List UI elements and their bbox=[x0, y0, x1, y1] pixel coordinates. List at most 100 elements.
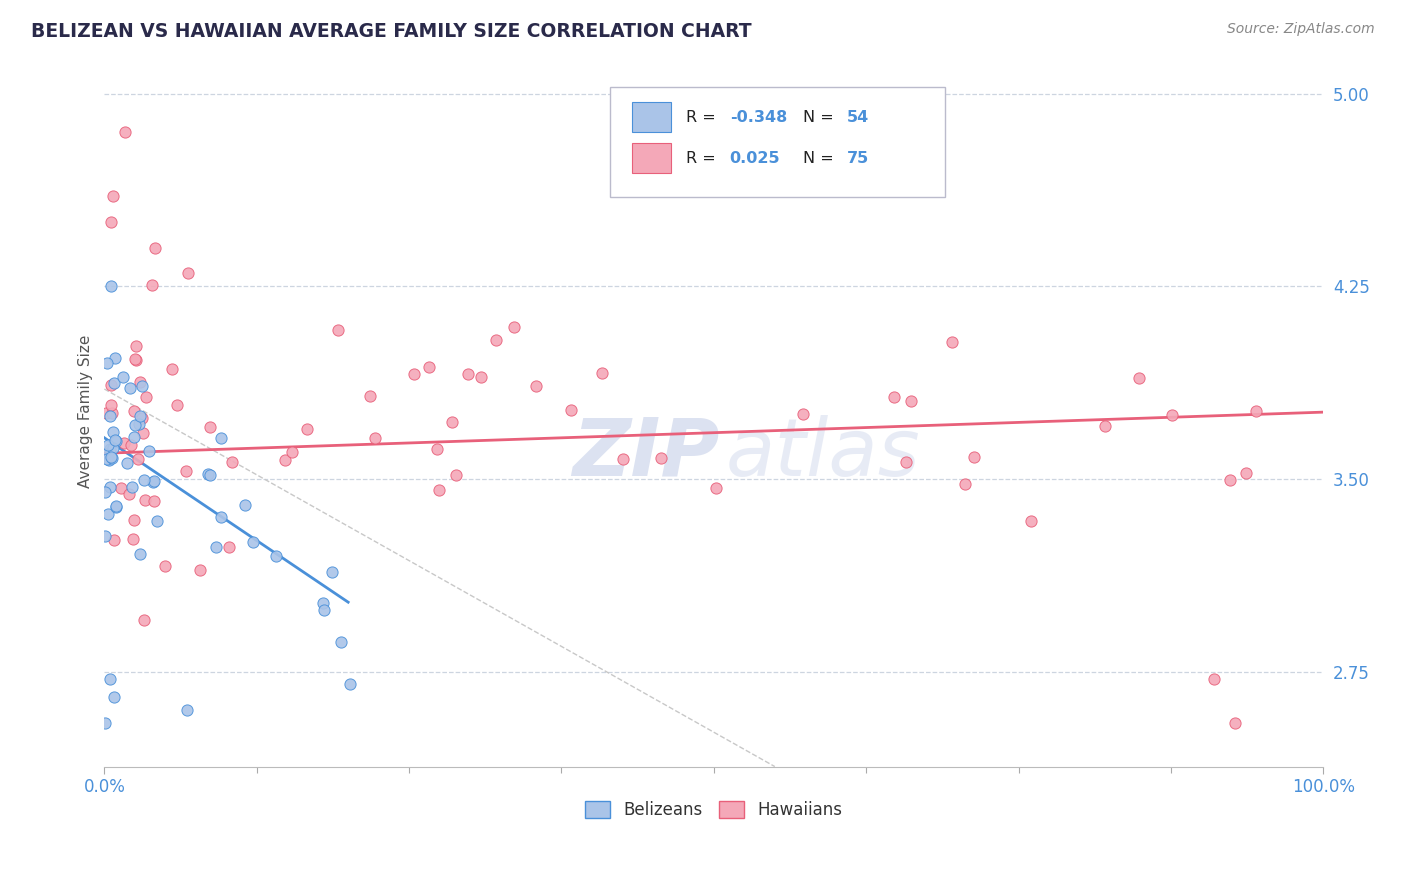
Point bbox=[100, 450, 122, 464]
Point bbox=[129, 375, 152, 389]
Point bbox=[326, 323, 349, 337]
Point bbox=[650, 450, 672, 465]
Point bbox=[124, 352, 146, 367]
Point bbox=[115, 456, 138, 470]
Text: R =: R = bbox=[686, 151, 721, 166]
Point bbox=[118, 487, 141, 501]
Point bbox=[1160, 408, 1182, 422]
Point bbox=[1236, 467, 1258, 481]
Point bbox=[94, 447, 117, 461]
Point bbox=[134, 492, 156, 507]
Point bbox=[125, 352, 148, 367]
Text: atlas: atlas bbox=[725, 415, 921, 492]
Point bbox=[98, 453, 121, 467]
Point bbox=[153, 559, 176, 574]
Point bbox=[94, 715, 117, 730]
Point bbox=[218, 540, 240, 554]
Point bbox=[112, 369, 135, 384]
Point bbox=[264, 549, 287, 564]
Point bbox=[118, 382, 141, 396]
Point bbox=[131, 379, 153, 393]
Point bbox=[526, 379, 548, 393]
Point bbox=[129, 547, 152, 561]
Point bbox=[1246, 403, 1268, 417]
Point bbox=[190, 563, 212, 577]
Point bbox=[312, 603, 335, 617]
Point bbox=[485, 333, 508, 347]
Point bbox=[503, 319, 526, 334]
Text: 0.025: 0.025 bbox=[730, 151, 780, 166]
Point bbox=[177, 267, 200, 281]
Point bbox=[98, 672, 121, 686]
Point bbox=[418, 359, 440, 374]
Point bbox=[142, 475, 165, 489]
Text: N =: N = bbox=[803, 110, 839, 125]
FancyBboxPatch shape bbox=[610, 87, 945, 197]
Point bbox=[93, 485, 115, 500]
Point bbox=[121, 480, 143, 494]
Text: BELIZEAN VS HAWAIIAN AVERAGE FAMILY SIZE CORRELATION CHART: BELIZEAN VS HAWAIIAN AVERAGE FAMILY SIZE… bbox=[31, 22, 752, 41]
Point bbox=[94, 529, 117, 543]
Bar bbox=[633, 102, 671, 132]
Point bbox=[100, 215, 122, 229]
Point bbox=[209, 510, 232, 524]
Point bbox=[122, 513, 145, 527]
Point bbox=[441, 415, 464, 429]
Point bbox=[404, 368, 426, 382]
Point bbox=[444, 468, 467, 483]
Point bbox=[560, 403, 582, 417]
Point bbox=[131, 411, 153, 425]
Point bbox=[242, 535, 264, 549]
Point bbox=[120, 438, 142, 452]
Point bbox=[143, 241, 166, 255]
Text: -0.348: -0.348 bbox=[730, 110, 787, 125]
Point bbox=[941, 334, 963, 349]
Point bbox=[295, 422, 318, 436]
Point bbox=[312, 596, 335, 610]
Point bbox=[209, 431, 232, 445]
Point bbox=[204, 541, 226, 555]
Point bbox=[122, 404, 145, 418]
Point bbox=[166, 398, 188, 412]
Point bbox=[900, 393, 922, 408]
Point bbox=[330, 635, 353, 649]
Bar bbox=[633, 144, 671, 173]
Point bbox=[200, 467, 222, 482]
Point bbox=[143, 475, 166, 489]
Point bbox=[105, 434, 128, 448]
Point bbox=[104, 500, 127, 514]
Point bbox=[110, 481, 132, 495]
Point bbox=[128, 409, 150, 423]
Point bbox=[96, 356, 118, 370]
Point bbox=[221, 455, 243, 469]
Point bbox=[100, 451, 122, 466]
Point bbox=[1204, 672, 1226, 686]
Point bbox=[198, 420, 221, 434]
Point bbox=[100, 279, 122, 293]
Point bbox=[103, 425, 125, 439]
Point bbox=[134, 473, 156, 487]
Point bbox=[97, 438, 120, 452]
Point bbox=[112, 436, 135, 450]
Point bbox=[427, 483, 450, 497]
Point bbox=[100, 398, 122, 412]
Y-axis label: Average Family Size: Average Family Size bbox=[79, 334, 93, 488]
Point bbox=[176, 703, 198, 717]
Point bbox=[135, 390, 157, 404]
Point bbox=[197, 467, 219, 481]
Point bbox=[1021, 514, 1043, 528]
Point bbox=[235, 498, 257, 512]
Point bbox=[470, 370, 492, 384]
Point bbox=[359, 389, 381, 403]
Point bbox=[591, 366, 613, 380]
Point bbox=[94, 406, 117, 420]
Point bbox=[101, 189, 124, 203]
Point bbox=[124, 430, 146, 444]
Point bbox=[321, 565, 343, 579]
Point bbox=[274, 453, 297, 467]
Point bbox=[103, 533, 125, 547]
Point bbox=[104, 500, 127, 514]
Point bbox=[138, 444, 160, 458]
Point bbox=[426, 442, 449, 457]
Point bbox=[128, 417, 150, 431]
